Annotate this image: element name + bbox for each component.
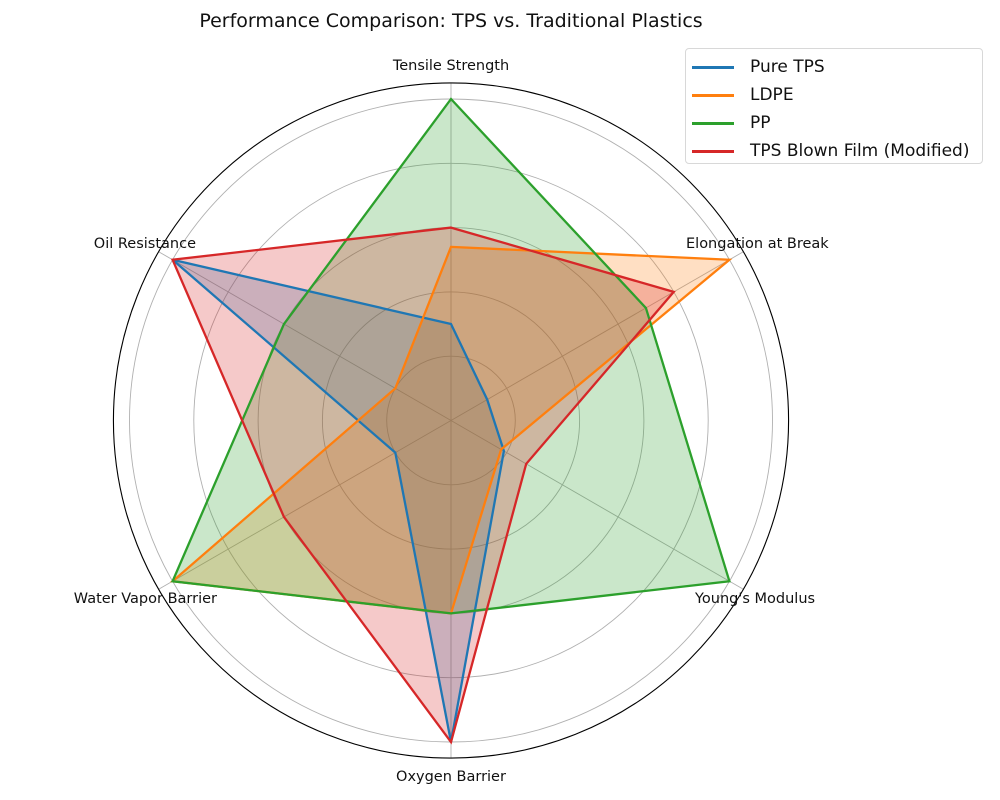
legend-label: LDPE bbox=[750, 85, 794, 105]
legend-label: Pure TPS bbox=[750, 57, 825, 77]
axis-labels: Tensile Strength Elongation at Break Young… bbox=[74, 58, 830, 785]
axis-label: Water Vapor Barrier bbox=[74, 591, 217, 607]
series-fill bbox=[172, 99, 730, 614]
series-fill bbox=[172, 259, 504, 742]
axis-label: Oil Resistance bbox=[94, 236, 196, 252]
radar-series bbox=[169, 97, 733, 745]
chart-title: Performance Comparison: TPS vs. Traditio… bbox=[199, 10, 703, 32]
axis-label: Tensile Strength bbox=[392, 58, 509, 74]
series-line bbox=[170, 97, 731, 615]
legend-swatch bbox=[692, 121, 734, 125]
grid-spoke bbox=[450, 420, 744, 590]
grid-spoke bbox=[158, 251, 452, 421]
series-line bbox=[170, 226, 676, 745]
legend-swatch bbox=[692, 93, 734, 97]
legend-item-tps-blown-film: TPS Blown Film (Modified) bbox=[692, 137, 982, 165]
legend-item-pp: PP bbox=[692, 109, 982, 137]
legend-swatch bbox=[692, 65, 734, 69]
axis-label: Oxygen Barrier bbox=[396, 769, 506, 785]
grid-spoke bbox=[450, 251, 744, 421]
legend-label: TPS Blown Film (Modified) bbox=[750, 141, 970, 161]
legend-swatch bbox=[692, 149, 734, 153]
legend: Pure TPS LDPE PP TPS Blown Film (Modifie… bbox=[685, 48, 983, 164]
series-fill bbox=[172, 227, 674, 743]
series-fill bbox=[172, 246, 730, 614]
legend-item-ldpe: LDPE bbox=[692, 81, 982, 109]
outer-ring bbox=[112, 82, 790, 759]
axis-label: Elongation at Break bbox=[686, 236, 829, 252]
legend-label: PP bbox=[750, 113, 771, 133]
legend-item-pure-tps: Pure TPS bbox=[692, 53, 982, 81]
grid-spoke bbox=[158, 420, 452, 590]
axis-label: Young's Modulus bbox=[694, 591, 815, 607]
